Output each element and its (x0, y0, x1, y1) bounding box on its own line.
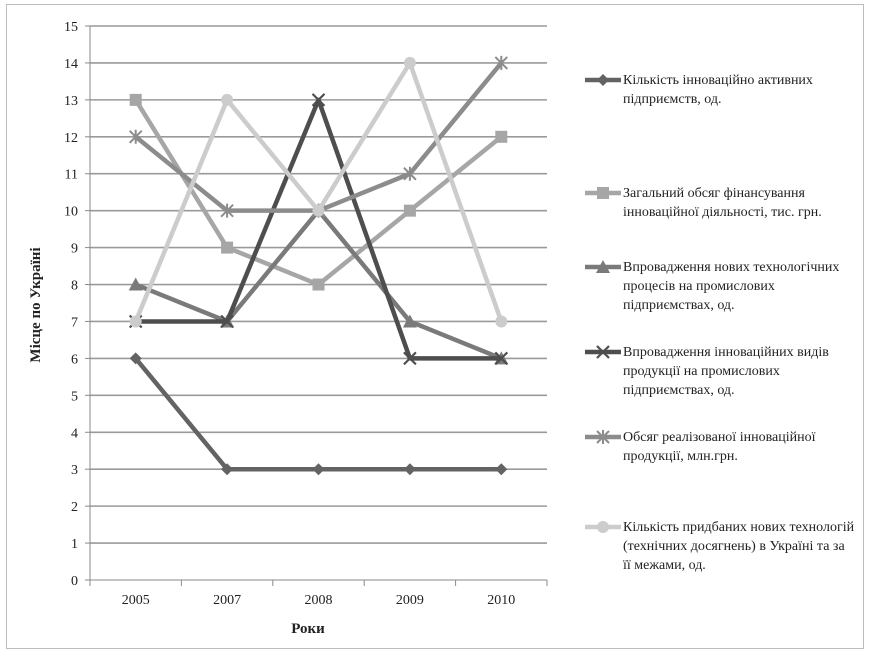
x-tick-label: 2009 (396, 593, 424, 608)
data-point (403, 463, 416, 476)
data-point (494, 351, 509, 366)
data-point (403, 204, 416, 217)
x-axis-title: Роки (291, 621, 325, 637)
legend-label: Кількість інноваційно активних підприємс… (623, 73, 813, 107)
data-point (129, 352, 142, 365)
y-tick-label: 6 (71, 352, 78, 367)
data-point (221, 241, 234, 254)
data-point (312, 463, 325, 476)
series-line (133, 356, 502, 472)
x-axis-ticks: 2005 2007 2008 2009 2010 (89, 580, 548, 608)
data-point (495, 130, 508, 143)
legend-marker (597, 187, 609, 199)
legend-item: Впровадження нових технологічних процесі… (583, 258, 863, 318)
data-point (403, 166, 417, 181)
series-6 (129, 56, 508, 328)
series-4 (128, 93, 509, 366)
legend-swatch (585, 345, 621, 359)
legend-marker (597, 521, 609, 533)
y-tick-label: 1 (71, 537, 78, 552)
data-point (494, 55, 509, 70)
series-1 (129, 352, 508, 476)
legend-label: Обсяг реалізованої інноваційної продукці… (623, 430, 816, 464)
data-point (495, 463, 508, 476)
data-point (311, 93, 326, 107)
legend-swatch (585, 187, 621, 199)
legend-item: Кількість інноваційно активних підприємс… (583, 71, 863, 131)
legend-item: Загальний обсяг фінансування інноваційно… (583, 184, 863, 244)
data-point (403, 351, 417, 366)
y-tick-label: 10 (64, 205, 78, 220)
axes (89, 26, 547, 581)
x-tick-label: 2008 (305, 593, 333, 608)
legend-label: Загальний обсяг фінансування інноваційно… (623, 186, 822, 220)
legend-marker (596, 260, 610, 273)
x-tick-label: 2005 (122, 593, 150, 608)
y-tick-label: 2 (71, 500, 78, 515)
series-2 (129, 93, 508, 291)
y-tick-label: 8 (71, 279, 78, 294)
y-tick-label: 9 (71, 242, 78, 257)
data-point (221, 463, 234, 476)
y-tick-label: 7 (71, 315, 78, 330)
data-point (221, 93, 234, 106)
legend-marker (596, 345, 610, 359)
data-point (312, 204, 325, 217)
y-tick-label: 15 (64, 20, 78, 35)
legend-marker (597, 74, 609, 86)
data-point (495, 315, 508, 328)
data-point (129, 93, 142, 106)
legend-item: Кількість придбаних нових технологій (те… (583, 518, 863, 578)
data-point (312, 278, 325, 291)
data-point (402, 314, 417, 328)
data-point (220, 203, 234, 218)
y-tick-label: 0 (71, 574, 78, 589)
legend-swatch (585, 260, 621, 273)
chart-frame (6, 4, 864, 649)
series-lines (128, 55, 509, 476)
y-tick-label: 13 (64, 94, 78, 109)
legend-swatch (585, 430, 621, 444)
legend-item: Впровадження інноваційних видів продукці… (583, 343, 863, 403)
legend-label: Впровадження інноваційних видів продукці… (623, 345, 829, 398)
y-tick-label: 12 (64, 131, 78, 146)
y-tick-label: 5 (71, 389, 78, 404)
data-point (403, 56, 416, 69)
y-tick-label: 3 (71, 463, 78, 478)
y-tick-label: 11 (65, 168, 78, 183)
legend-marker (596, 430, 610, 444)
data-point (128, 277, 143, 291)
y-tick-label: 14 (64, 57, 78, 72)
legend-swatch (585, 74, 621, 86)
x-tick-label: 2010 (487, 593, 515, 608)
legend-swatch (585, 521, 621, 533)
data-point (220, 314, 234, 329)
legend-label: Впровадження нових технологічних процесі… (623, 260, 840, 313)
data-point (128, 129, 143, 144)
legend-item: Обсяг реалізованої інноваційної продукці… (583, 428, 863, 488)
series-line (135, 97, 502, 361)
x-tick-label: 2007 (213, 593, 241, 608)
y-axis-title: Місце по Україні (28, 247, 44, 362)
data-point (129, 315, 142, 328)
legend-label: Кількість придбаних нових технологій (те… (623, 520, 855, 573)
y-tick-label: 4 (71, 426, 78, 441)
